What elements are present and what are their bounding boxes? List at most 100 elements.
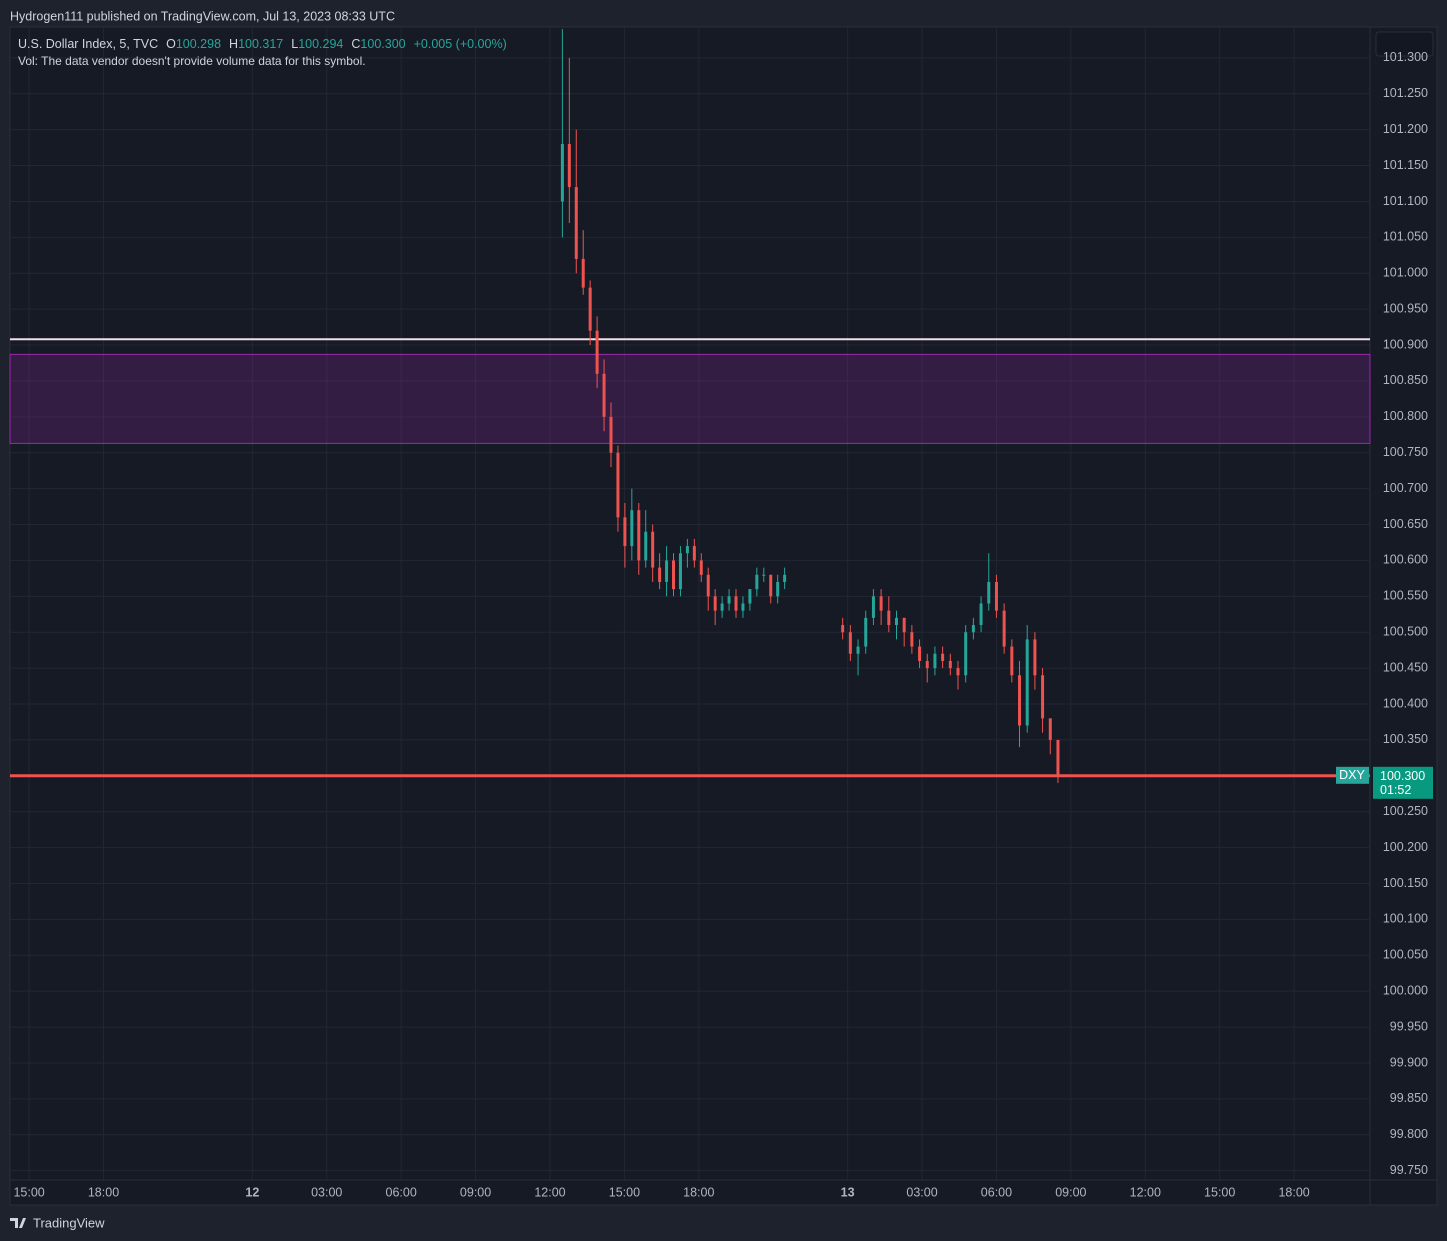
publish-info: Hydrogen111 published on TradingView.com…: [10, 9, 395, 23]
volume-note: Vol: The data vendor doesn't provide vol…: [18, 54, 366, 68]
candle-body: [762, 574, 766, 576]
legend: U.S. Dollar Index, 5, TVC O100.298 H100.31…: [18, 37, 507, 51]
x-tick-label: 09:00: [460, 1185, 491, 1199]
y-tick-label: 101.100: [1383, 194, 1428, 208]
candle-body: [692, 546, 696, 561]
candle-body: [609, 416, 613, 453]
candle-body: [910, 632, 914, 647]
toolbar-button[interactable]: [1375, 31, 1434, 57]
y-tick-label: 100.700: [1383, 481, 1428, 495]
candle-body: [637, 510, 641, 561]
candle-body: [699, 560, 703, 575]
candle-body: [755, 574, 759, 590]
x-tick-label: 06:00: [981, 1185, 1012, 1199]
y-tick-label: 100.800: [1383, 409, 1428, 423]
candle-body: [672, 560, 676, 590]
x-tick-label: 03:00: [906, 1185, 937, 1199]
candle-body: [1002, 610, 1006, 647]
x-tick-label: 12:00: [1130, 1185, 1161, 1199]
candle-body: [776, 581, 780, 597]
candle-body: [925, 660, 929, 669]
ohlc-key: O: [166, 37, 176, 51]
candle-body: [979, 603, 983, 626]
y-tick-label: 101.050: [1383, 230, 1428, 244]
axes: 99.750 99.800 99.850 99.900 99.950 100.000 100…: [13, 50, 1433, 1199]
candle-body: [783, 574, 787, 582]
y-tick-label: 100.000: [1383, 983, 1428, 997]
candle-body: [581, 258, 585, 288]
last-price-label: 100.300: [1380, 769, 1425, 783]
candle-body: [956, 668, 960, 676]
y-tick-label: 100.950: [1383, 301, 1428, 315]
candle-body: [616, 452, 620, 518]
x-tick-label: 15:00: [609, 1185, 640, 1199]
x-tick-label: 15:00: [13, 1185, 44, 1199]
candle-body: [964, 632, 968, 676]
x-tick-label: 12:00: [534, 1185, 565, 1199]
candle-body: [727, 596, 731, 604]
candle-body: [567, 144, 571, 188]
x-tick-label: 03:00: [311, 1185, 342, 1199]
brand: TradingView: [33, 1215, 105, 1230]
candle-body: [741, 603, 745, 611]
y-tick-label: 101.200: [1383, 122, 1428, 136]
y-tick-label: 99.850: [1390, 1091, 1428, 1105]
y-tick-label: 100.450: [1383, 660, 1428, 674]
candle-body: [720, 603, 724, 611]
candle-body: [734, 596, 738, 611]
symbol-tag: [1336, 766, 1369, 784]
candle-body: [748, 589, 752, 604]
x-tick-label: 06:00: [386, 1185, 417, 1199]
candle-body: [994, 581, 998, 611]
x-tick-label: 09:00: [1055, 1185, 1086, 1199]
ohlc-value: 100.294: [298, 37, 343, 51]
y-tick-label: 100.550: [1383, 589, 1428, 603]
logo: TradingView: [10, 1215, 105, 1230]
candle-body: [887, 610, 891, 626]
y-tick-label: 100.250: [1383, 804, 1428, 818]
x-tick-label: 12: [245, 1185, 259, 1199]
symbol-title: U.S. Dollar Index, 5, TVC: [18, 37, 158, 51]
candle-body: [894, 617, 898, 626]
candle-body: [1010, 646, 1014, 676]
ohlc-value: 100.317: [238, 37, 283, 51]
candle-body: [1056, 739, 1060, 776]
countdown: 01:52: [1380, 783, 1411, 797]
y-tick-label: 101.250: [1383, 86, 1428, 100]
y-tick-label: 101.000: [1383, 266, 1428, 280]
ohlc-key: L: [291, 37, 298, 51]
candle-body: [1025, 639, 1029, 726]
candle-body: [665, 560, 669, 582]
candle-body: [941, 653, 945, 661]
y-tick-label: 100.900: [1383, 337, 1428, 351]
ohlc-key: C: [351, 37, 360, 51]
candle-body: [1033, 639, 1037, 676]
ohlc-value: 100.298: [176, 37, 221, 51]
y-tick-label: 101.150: [1383, 158, 1428, 172]
y-tick-label: 100.400: [1383, 696, 1428, 710]
candle-body: [848, 632, 852, 654]
x-tick-label: 13: [841, 1185, 855, 1199]
change: +0.005 (+0.00%): [414, 37, 507, 51]
candle-body: [644, 531, 648, 561]
y-tick-label: 99.800: [1390, 1127, 1428, 1141]
candle-body: [588, 287, 592, 331]
candle-body: [651, 531, 655, 568]
ohlc-value: 100.300: [360, 37, 405, 51]
y-tick-label: 100.600: [1383, 553, 1428, 567]
x-tick-label: 15:00: [1204, 1185, 1235, 1199]
candle-body: [623, 517, 627, 547]
candle-body: [933, 653, 937, 669]
candle-body: [871, 596, 875, 618]
y-tick-label: 100.200: [1383, 840, 1428, 854]
candle-body: [713, 596, 717, 611]
candle-body: [971, 625, 975, 633]
candle-body: [948, 660, 952, 669]
y-tick-label: 100.650: [1383, 517, 1428, 531]
x-tick-label: 18:00: [88, 1185, 119, 1199]
candle-body: [1048, 718, 1052, 740]
symbol-label: DXY: [1339, 768, 1365, 782]
candle-body: [1041, 675, 1045, 719]
y-tick-label: 101.300: [1383, 50, 1428, 64]
